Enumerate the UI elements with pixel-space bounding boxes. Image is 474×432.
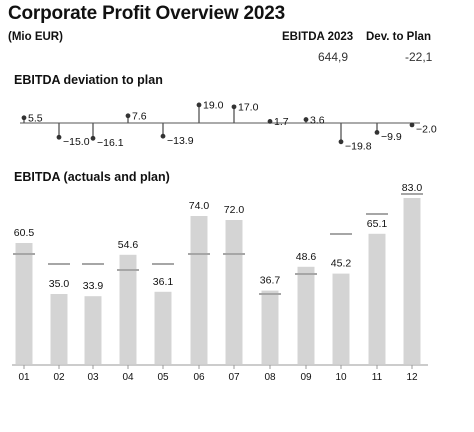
- deviation-label: 3.6: [310, 114, 325, 126]
- deviation-point: [338, 139, 344, 145]
- x-tick-label: 05: [157, 372, 169, 383]
- deviation-label: −16.1: [97, 137, 124, 149]
- deviation-label: −13.9: [167, 135, 194, 147]
- deviation-label: −15.0: [63, 136, 90, 148]
- bar-value-label: 48.6: [296, 251, 317, 263]
- kpi-deviation-value: -22,1: [405, 50, 433, 64]
- deviation-chart: 5.5 −15.0 −16.1 7.6 −13.9 19.0 17.0 1.7 3.6 −19.8…: [20, 100, 437, 153]
- deviation-label: 17.0: [238, 102, 259, 114]
- deviation-label: −9.9: [381, 131, 402, 143]
- x-tick-label: 04: [122, 372, 134, 383]
- actual-bar: [297, 266, 315, 364]
- deviation-point: [56, 134, 62, 140]
- x-tick-label: 03: [87, 372, 99, 383]
- deviation-point: [231, 104, 237, 110]
- deviation-point: [374, 130, 380, 135]
- deviation-label: 19.0: [203, 100, 224, 112]
- actual-bar: [368, 233, 386, 364]
- deviation-chart-title: EBITDA deviation to plan: [14, 73, 163, 87]
- deviation-point: [160, 133, 166, 139]
- actual-bar: [84, 296, 102, 364]
- bar-value-label: 54.6: [118, 239, 139, 251]
- bar-value-label: 72.0: [224, 204, 245, 216]
- bar-value-label: 65.1: [367, 218, 388, 230]
- actual-bar: [403, 198, 421, 364]
- bar-value-label: 36.7: [260, 275, 281, 287]
- x-tick-label: 09: [300, 372, 312, 383]
- actual-bar: [225, 220, 243, 364]
- actual-bar: [190, 216, 208, 364]
- unit-label: (Mio EUR): [8, 31, 63, 43]
- deviation-point: [125, 113, 131, 119]
- x-tick-label: 07: [228, 372, 240, 383]
- deviation-label: −2.0: [416, 124, 437, 136]
- x-tick-label: 08: [264, 372, 276, 383]
- x-tick-label: 11: [372, 372, 383, 383]
- actual-bar: [15, 243, 33, 364]
- actual-bar: [332, 273, 350, 364]
- x-tick-label: 02: [53, 372, 65, 383]
- bar-value-label: 33.9: [83, 280, 104, 292]
- deviation-point: [21, 115, 27, 121]
- x-tick-label: 12: [406, 372, 418, 383]
- actual-bar: [154, 291, 172, 364]
- bar-value-label: 83.0: [402, 182, 423, 194]
- deviation-point: [409, 122, 415, 128]
- deviation-point: [267, 118, 273, 124]
- deviation-label: 1.7: [274, 116, 289, 128]
- actual-bar: [50, 294, 68, 364]
- kpi-deviation-label: Dev. to Plan: [366, 31, 431, 43]
- bar-value-label: 74.0: [189, 200, 210, 212]
- deviation-label: 5.5: [28, 113, 43, 125]
- x-tick-label: 01: [18, 372, 30, 383]
- actual-bar: [119, 254, 137, 364]
- x-tick-label: 10: [335, 372, 347, 383]
- bar-value-label: 60.5: [14, 227, 35, 239]
- deviation-label: 7.6: [132, 111, 147, 123]
- deviation-point: [196, 102, 202, 108]
- kpi-ebitda-label: EBITDA 2023: [282, 31, 354, 43]
- kpi-ebitda-value: 644,9: [318, 50, 349, 64]
- bar-value-label: 36.1: [153, 276, 174, 288]
- deviation-point: [90, 135, 96, 141]
- bar-value-label: 35.0: [49, 278, 70, 290]
- deviation-label: −19.8: [345, 141, 372, 153]
- x-tick-label: 06: [193, 372, 205, 383]
- deviation-point: [303, 117, 309, 122]
- page-title: Corporate Profit Overview 2023: [8, 3, 285, 24]
- bar-value-label: 45.2: [331, 258, 352, 270]
- actuals-chart-title: EBITDA (actuals and plan): [14, 170, 170, 184]
- actual-bar: [261, 290, 279, 364]
